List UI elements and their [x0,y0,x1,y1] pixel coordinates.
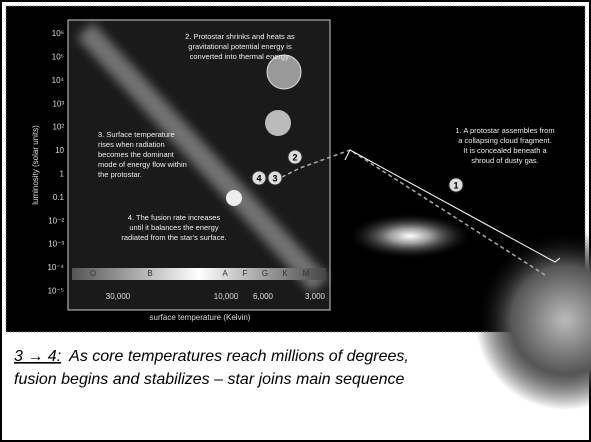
annotation-line: shroud of dusty gas. [471,156,539,165]
y-tick-label: 10⁴ [52,76,65,85]
protostar-disk [350,214,470,258]
spectral-class: M [303,269,310,278]
x-tick-label: 3,000 [305,292,326,301]
y-tick-label: 10⁻² [48,216,64,225]
y-tick-label: 10⁻³ [48,240,64,249]
step-number: 1 [453,180,458,190]
spectral-class: O [90,269,96,278]
slide: luminosity (solar units) 10⁶ 10⁵ 10⁴ 10³ 10² 1… [0,0,591,442]
y-tick-label: 10³ [52,99,64,108]
annotation-line: 2. Protostar shrinks and heats as [185,32,295,41]
x-axis-label: surface temperature (Kelvin) [150,313,251,322]
annotation-line: radiated from the star's surface. [121,233,226,242]
y-tick-label: 10⁻⁵ [48,287,64,296]
annotation-line: 4. The fusion rate increases [128,213,221,222]
step-number: 3 [272,173,277,183]
y-tick-label: 10⁻⁴ [47,263,64,272]
y-tick-label: 10 [55,146,64,155]
spectral-class: F [243,269,248,278]
caption-line: fusion begins and stabilizes – star join… [14,371,405,388]
step-number: 2 [292,152,297,162]
y-tick-label: 1 [60,170,65,179]
annotation-line: gravitational potential energy is [188,42,292,51]
annotation-line: converted into thermal energy. [190,52,291,61]
spectral-class: A [222,269,228,278]
spectral-class: G [262,269,268,278]
star-ball [226,190,242,206]
annotation-line: 3. Surface temperature [98,130,175,139]
y-tick-label: 10² [52,123,64,132]
spectral-band [72,268,326,280]
y-tick-label: 0.1 [53,193,65,202]
annotation-line: mode of energy flow within [98,160,187,169]
x-tick-label: 10,000 [214,292,239,301]
y-axis-label: luminosity (solar units) [31,125,40,205]
annotation-line: a collapsing cloud fragment. [458,136,551,145]
caption: 3 → 4: As core temperatures reach million… [14,348,409,365]
annotation-line: 1. A protostar assembles from [455,126,554,135]
annotation-line: becomes the dominant [98,150,175,159]
spectral-class: K [282,269,288,278]
caption-lead: 3 → 4: [14,348,61,365]
x-tick-label: 6,000 [253,292,274,301]
y-tick-label: 10⁶ [52,29,64,38]
caption-line: As core temperatures reach millions of d… [68,348,409,365]
annotation-line: It is concealed beneath a [463,146,547,155]
annotation-line: the protostar. [98,170,142,179]
annotation-line: rises when radiation [98,140,165,149]
protostar-ball [265,110,291,136]
step-number: 4 [256,173,261,183]
x-tick-label: 30,000 [106,292,131,301]
spectral-class: B [147,269,152,278]
annotation-line: until it balances the energy [129,223,218,232]
y-tick-label: 10⁵ [52,53,64,62]
